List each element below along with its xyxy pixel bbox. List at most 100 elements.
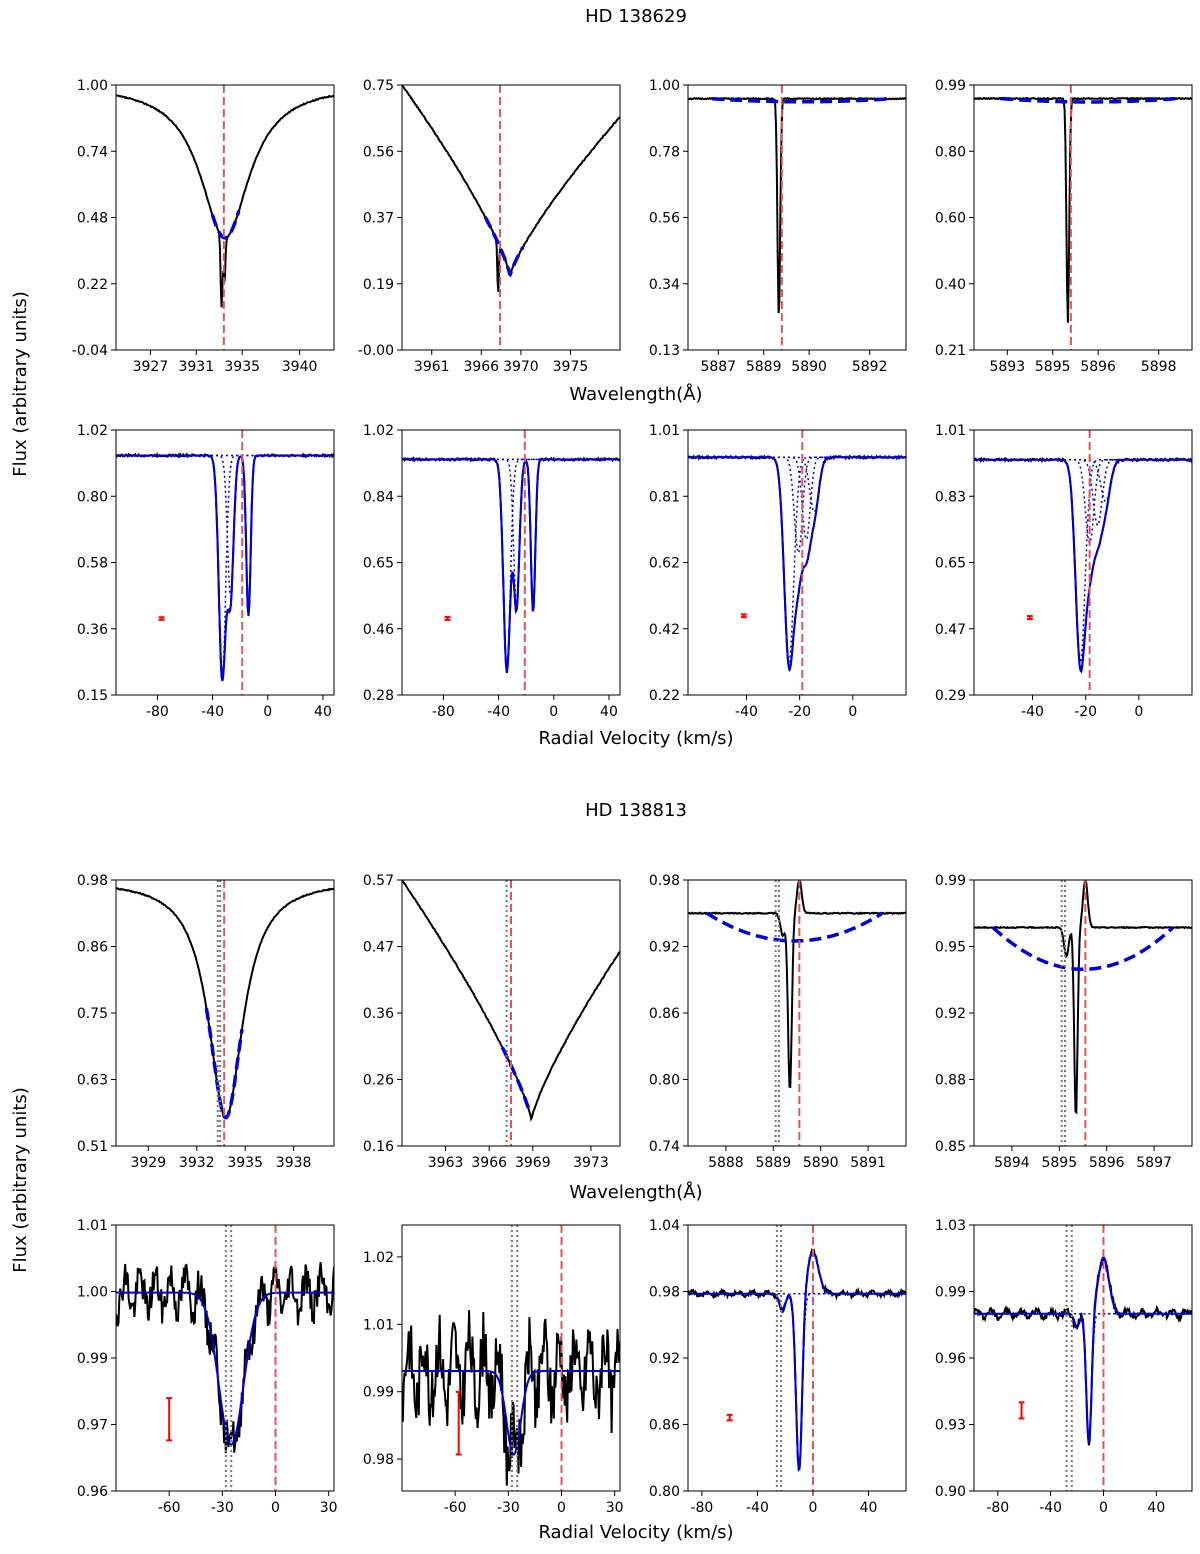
y-tick-label: 0.85 [935,1139,966,1155]
x-tick-label: 3935 [224,359,260,375]
x-tick-label: 5896 [1089,1155,1125,1171]
axes-frame [401,879,621,1147]
xlabel-wavelength-bottom: Wavelength(Å) [569,1181,702,1203]
axes-frame [115,429,335,696]
y-tick-label: 0.80 [935,144,966,160]
x-tick-label: 3938 [276,1155,312,1171]
y-tick-label: 0.99 [935,1285,966,1301]
y-tick-label: 0.81 [649,489,680,505]
y-tick-label: 0.22 [77,277,108,293]
axes-frame [973,1224,1193,1492]
x-tick-label: 0 [809,1500,818,1516]
y-tick-label: 0.96 [935,1351,966,1367]
y-tick-label: 0.98 [77,873,108,889]
panel-g1-p4: 1.01 1.00 0.99 0.97 0.96 -60 -30 0 30 [77,1218,338,1516]
x-tick-label: -80 [986,1500,1009,1516]
y-tick-label: 0.16 [363,1139,394,1155]
fit-dashed [712,96,892,104]
x-tick-label: 5887 [700,359,736,375]
panel-g1-p1: 0.57 0.47 0.36 0.26 0.16 3963 3966 3969 3973 [363,873,621,1171]
x-tick-label: -20 [1074,704,1097,720]
panel-g0-p6: 1.01 0.81 0.62 0.42 0.22 -40 -20 0 [649,423,907,720]
data-line [402,1310,620,1486]
y-tick-label: 0.36 [77,622,108,638]
x-tick-label: -40 [487,704,510,720]
x-tick-label: 3940 [282,359,318,375]
x-tick-label: 0 [263,704,272,720]
y-tick-label: 0.56 [649,211,680,227]
fit-dashed [483,216,525,277]
panel-g1-p7: 1.03 0.99 0.96 0.93 0.90 -80 -40 0 40 [935,1218,1193,1516]
axes-frame [973,429,1193,696]
axes-frame [401,429,621,696]
component-1 [688,1293,906,1313]
x-tick-label: 5898 [1141,359,1177,375]
plot-area [974,880,1192,1146]
y-tick-label: 0.60 [935,211,966,227]
axes-frame [687,879,907,1147]
y-tick-label: 0.80 [77,489,108,505]
data-line [974,1257,1192,1446]
x-tick-label: 5890 [791,359,827,375]
y-tick-label: 0.99 [363,1385,394,1401]
y-tick-label: 0.75 [77,1006,108,1022]
panel-g1-p5: 1.02 1.01 0.99 0.98 -60 -30 0 30 [363,1224,624,1516]
x-tick-label: 3931 [178,359,214,375]
panel-g0-p2: 1.00 0.78 0.56 0.34 0.13 5887 5889 5890 5892 [649,78,907,375]
x-tick-label: 5888 [708,1155,744,1171]
x-tick-label: 3970 [503,359,539,375]
y-tick-label: 0.57 [363,873,394,889]
title-hd-138629: HD 138629 [585,6,687,27]
x-tick-label: -40 [735,704,758,720]
x-tick-label: -40 [1021,704,1044,720]
y-tick-label: 1.00 [649,78,680,94]
y-tick-label: 0.63 [77,1073,108,1089]
title-hd-138813: HD 138813 [585,800,687,821]
plot-area [688,1225,906,1491]
y-tick-label: 0.46 [363,622,394,638]
y-tick-label: 1.01 [77,1218,108,1234]
plot-area [688,430,906,695]
axes-frame [687,1224,907,1492]
x-tick-label: 5892 [852,359,888,375]
y-tick-label: 0.47 [935,622,966,638]
x-tick-label: -40 [201,704,224,720]
y-tick-label: 0.47 [363,940,394,956]
y-tick-label: 0.96 [77,1484,108,1500]
panel-g0-p4: 1.02 0.80 0.58 0.36 0.15 -80 -40 0 40 [77,423,335,720]
x-tick-label: 0 [271,1500,280,1516]
y-tick-label: 0.36 [363,1006,394,1022]
x-tick-label: 3963 [428,1155,464,1171]
axes-frame [115,84,335,351]
x-tick-label: 3929 [130,1155,166,1171]
plot-area [116,1225,334,1491]
component-0 [688,456,906,663]
x-tick-label: 40 [1147,1500,1165,1516]
x-tick-label: -30 [497,1500,520,1516]
panel-g0-p3: 0.99 0.80 0.60 0.40 0.21 5893 5895 5896 5898 [935,78,1193,375]
y-tick-label: 0.98 [363,1452,394,1468]
x-tick-label: -60 [158,1500,181,1516]
y-tick-label: 0.92 [935,1006,966,1022]
fit-dashed [210,210,241,240]
axes-frame [687,84,907,351]
plot-area [402,880,620,1146]
x-tick-label: 5896 [1080,359,1116,375]
model-fit [974,1256,1192,1442]
y-tick-label: 0.92 [649,1351,680,1367]
x-tick-label: 0 [848,704,857,720]
model-fit [402,458,620,673]
data-line [402,880,620,1122]
xlabel-velocity-top: Radial Velocity (km/s) [538,728,733,749]
y-tick-label: 0.98 [649,1285,680,1301]
x-tick-label: 3975 [553,359,589,375]
y-tick-label: 0.75 [363,78,394,94]
y-tick-label: 1.04 [649,1218,680,1234]
ylabel-top: Flux (arbitrary units) [10,291,31,477]
y-tick-label: 1.01 [649,423,680,439]
y-tick-label: 1.01 [935,423,966,439]
component-2 [974,459,1192,526]
component-1 [974,459,1192,545]
panels: 1.00 0.74 0.48 0.22 -0.04 3927 3931 3935 3940 0.7… [72,78,1193,1516]
